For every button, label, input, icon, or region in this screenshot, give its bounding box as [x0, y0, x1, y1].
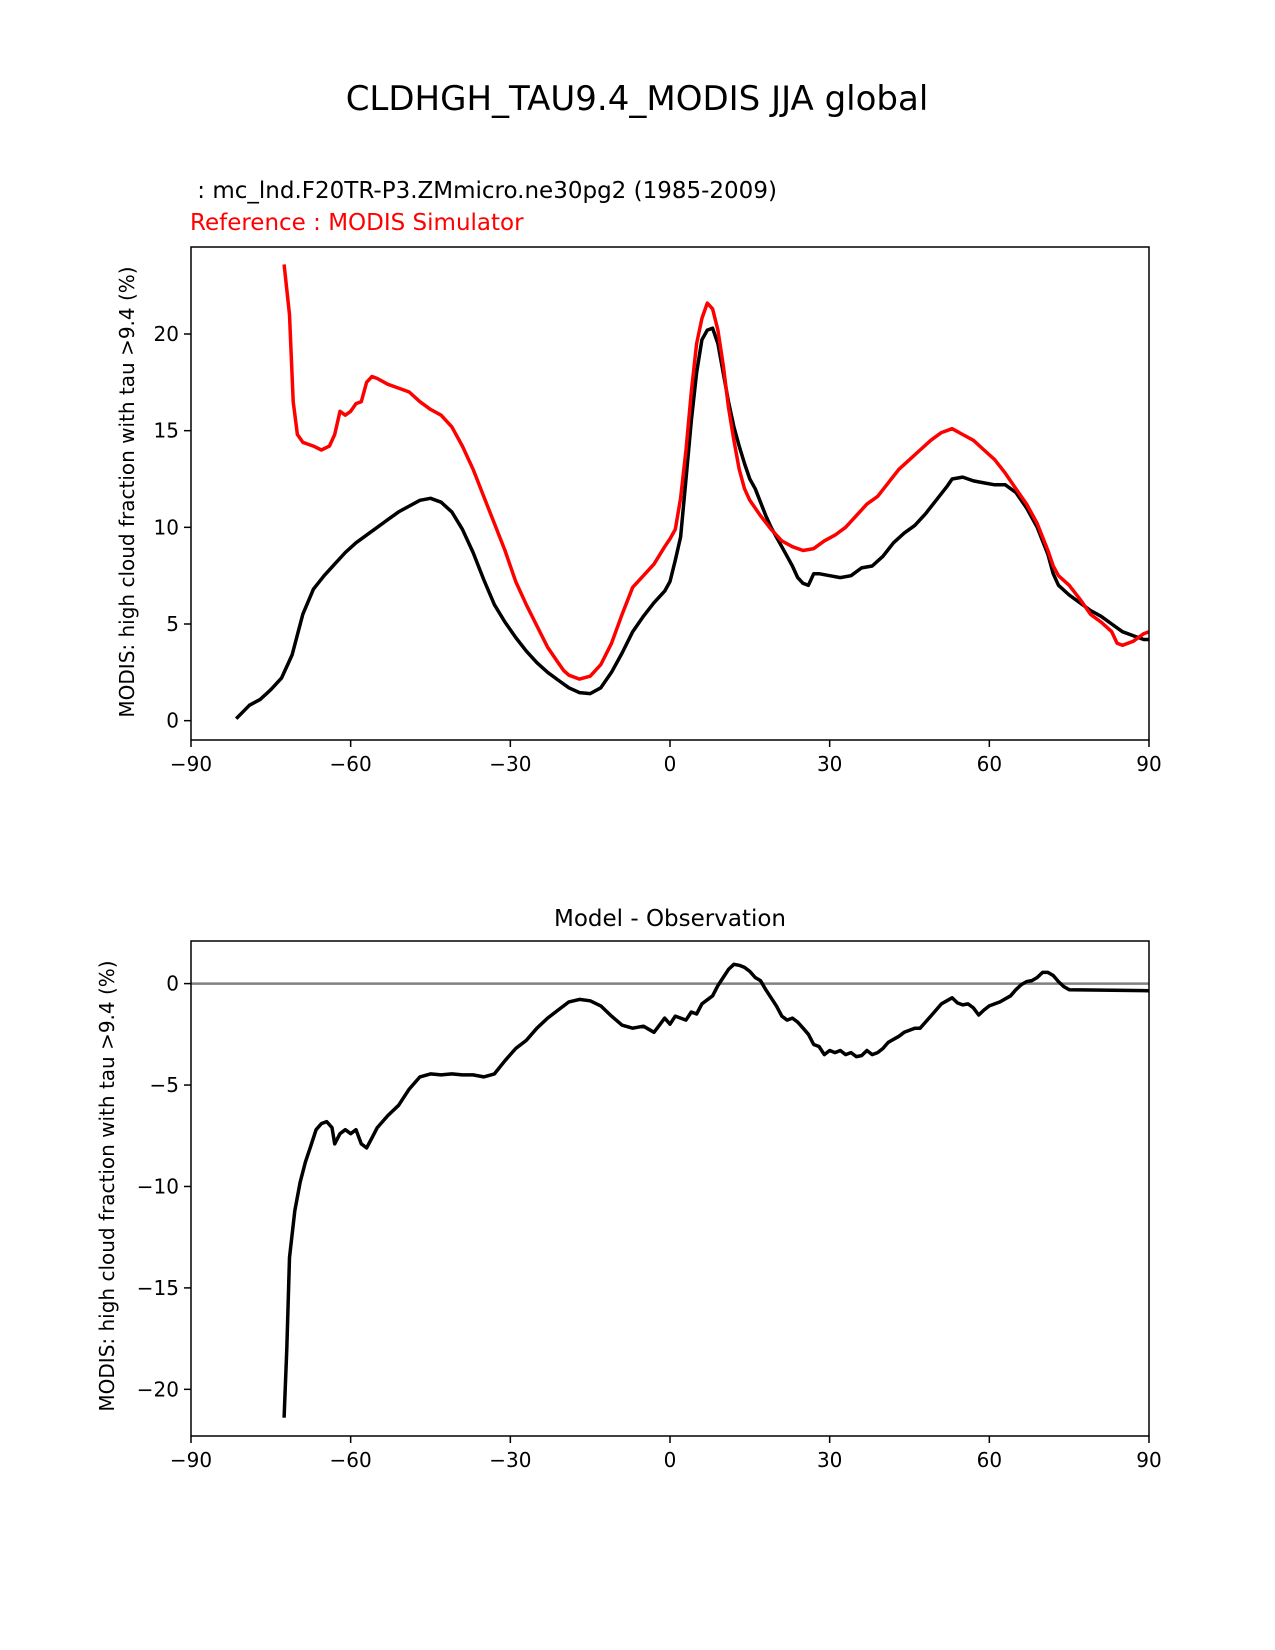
bottom-xticks: −90 −60 −30 0 30 60 90	[170, 1436, 1162, 1472]
bottom-ylabel: MODIS: high cloud fraction with tau >9.4…	[95, 960, 119, 1411]
reference-label: Reference : MODIS Simulator	[190, 210, 524, 236]
figure-title: CLDHGH_TAU9.4_MODIS JJA global	[346, 79, 929, 119]
x-tick-label: −90	[170, 752, 212, 776]
y-tick-label: −10	[137, 1174, 179, 1198]
top-yticks: 0 5 10 15 20	[154, 322, 191, 733]
x-tick-label: −60	[330, 752, 372, 776]
test-label: : mc_lnd.F20TR-P3.ZMmicro.ne30pg2 (1985-…	[190, 178, 777, 204]
x-tick-label: −60	[330, 1448, 372, 1472]
y-tick-label: −15	[137, 1276, 179, 1300]
y-tick-label: 0	[166, 972, 179, 996]
bottom-panel: Model - Observation MODIS: high cloud fr…	[95, 906, 1162, 1472]
bottom-plot-frame	[190, 940, 1150, 1437]
top-ylabel: MODIS: high cloud fraction with tau >9.4…	[115, 266, 139, 717]
y-tick-label: 20	[154, 322, 179, 346]
x-tick-label: 90	[1136, 752, 1161, 776]
bottom-yticks: 0 −5 −10 −15 −20	[137, 972, 191, 1401]
top-plot-frame	[190, 246, 1150, 741]
x-tick-label: 30	[817, 1448, 842, 1472]
y-tick-label: 15	[154, 419, 179, 443]
x-tick-label: 30	[817, 752, 842, 776]
x-tick-label: 0	[664, 1448, 677, 1472]
series-line-reference	[282, 264, 1150, 681]
x-tick-label: −90	[170, 1448, 212, 1472]
y-tick-label: −5	[150, 1073, 179, 1097]
y-tick-label: 10	[154, 515, 179, 539]
x-tick-label: −30	[489, 752, 531, 776]
y-tick-label: −20	[137, 1377, 179, 1401]
bottom-series	[282, 962, 1150, 1418]
top-series	[234, 264, 1150, 720]
y-tick-label: 0	[166, 709, 179, 733]
top-panel: : mc_lnd.F20TR-P3.ZMmicro.ne30pg2 (1985-…	[115, 178, 1162, 776]
top-xticks: −90 −60 −30 0 30 60 90	[170, 740, 1162, 776]
x-tick-label: 60	[977, 1448, 1002, 1472]
x-tick-label: −30	[489, 1448, 531, 1472]
x-tick-label: 60	[977, 752, 1002, 776]
bottom-title: Model - Observation	[554, 906, 786, 932]
x-tick-label: 90	[1136, 1448, 1161, 1472]
series-line-difference	[282, 962, 1150, 1418]
y-tick-label: 5	[166, 612, 179, 636]
x-tick-label: 0	[664, 752, 677, 776]
